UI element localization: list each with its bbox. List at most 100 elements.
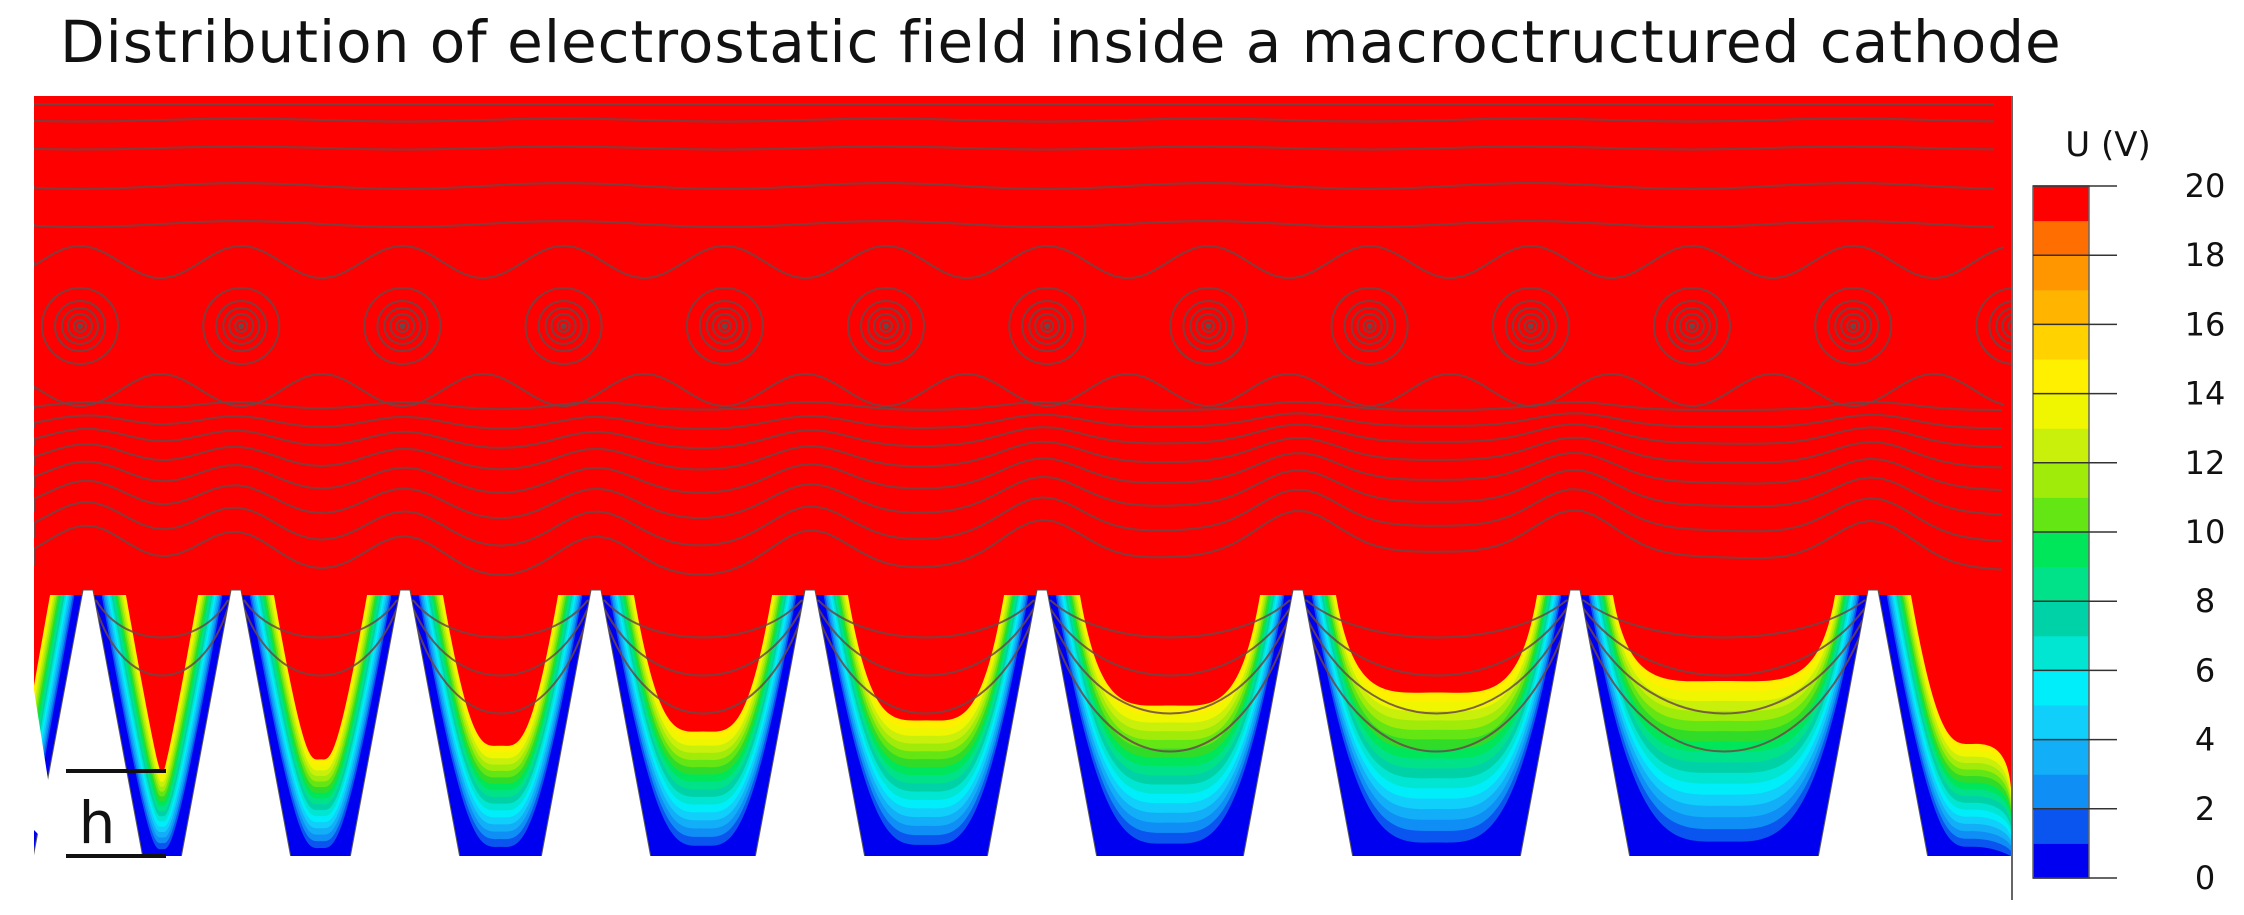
colorbar-swatch (2033, 774, 2089, 810)
field-center-contour (1975, 287, 2012, 365)
potential-band (1047, 595, 1293, 856)
cathode-tip (1242, 589, 1354, 856)
field-center-contour (1653, 287, 1731, 365)
field-center (77, 323, 83, 329)
contour-line (1582, 607, 1866, 677)
colorbar-swatch (2033, 497, 2089, 533)
cathode-tip (986, 589, 1098, 856)
field-center (1366, 323, 1373, 329)
cathode-tip (34, 589, 144, 856)
colorbar-swatch (2033, 808, 2089, 844)
field-center-contour (1028, 307, 1067, 345)
field-center-contour (556, 319, 571, 333)
potential-band (93, 595, 231, 856)
contour-line (817, 599, 1035, 639)
colorbar-swatch (2033, 635, 2089, 671)
contour-line (603, 615, 803, 715)
field-center-contour (1995, 307, 2012, 345)
potential-band (601, 595, 805, 856)
colorbar-swatch (2033, 393, 2089, 429)
potential-band (34, 595, 83, 856)
field-center (883, 323, 889, 329)
contour-line (95, 607, 229, 677)
colorbar-tick-label: 16 (2185, 305, 2226, 343)
colorbar-label: U (V) (2065, 125, 2150, 165)
colorbar-tick-label: 12 (2185, 444, 2226, 482)
field-center (1527, 323, 1534, 329)
field-center-contour (2007, 319, 2012, 333)
field-center-contour (698, 300, 751, 352)
colorbar-tick-label: 6 (2195, 651, 2215, 689)
contour-line (34, 488, 2003, 547)
field-center-contour (1523, 319, 1538, 333)
scale-marker-label: h (79, 789, 116, 857)
field-center-contour (1362, 319, 1377, 333)
field-center-contour (2001, 313, 2012, 339)
colorbar-swatch (2033, 670, 2089, 706)
colorbar-swatch (2033, 255, 2089, 291)
field-center-contour (1491, 287, 1570, 365)
colorbar-tick-label: 8 (2195, 582, 2215, 620)
field-center-contour (1034, 313, 1061, 339)
colorbar-swatch (2033, 186, 2089, 222)
field-center (238, 323, 245, 329)
colorbar-tick-label: 4 (2195, 721, 2215, 759)
field-center (721, 323, 728, 329)
colorbar-swatch (2033, 462, 2089, 498)
field-center (1850, 323, 1857, 329)
field-center-contour (711, 313, 738, 339)
field-center-contour (1195, 313, 1222, 339)
cathode-tip (754, 589, 866, 856)
cathode-tip (349, 589, 461, 856)
field-center-contour (1330, 287, 1409, 365)
field-center-contour (847, 287, 925, 365)
field-center-contour (67, 313, 93, 339)
potential-band (34, 595, 83, 856)
field-center-contour (879, 319, 893, 333)
field-center-contour (1827, 300, 1880, 352)
contour-line (34, 145, 1995, 151)
colorbar-swatch (2033, 843, 2089, 879)
field-center-contour (1840, 313, 1867, 339)
contour-line (34, 372, 2005, 408)
potential-band (1580, 595, 1868, 856)
contour-line (34, 400, 2003, 412)
field-center-contour (234, 319, 249, 333)
potential-band (1878, 595, 2012, 856)
colorbar-tick-label: 2 (2195, 790, 2215, 828)
field-center-contour (685, 287, 764, 365)
colorbar-swatch (2033, 359, 2089, 395)
field-center-contour (1846, 319, 1861, 333)
contour-line (243, 607, 398, 677)
field-center-contour (376, 300, 429, 352)
contour-line (817, 607, 1035, 677)
contour-line (1305, 615, 1568, 715)
chart-title: Distribution of electrostatic field insi… (60, 8, 2062, 76)
field-center-contour (1679, 313, 1705, 339)
field-center (1689, 323, 1695, 329)
colorbar-tick-label: 14 (2185, 375, 2226, 413)
potential-band (1878, 595, 2012, 856)
contour-line (603, 607, 803, 677)
field-center (560, 323, 567, 329)
field-center-contour (54, 300, 106, 352)
contour-line (34, 244, 2005, 280)
contour-line (1582, 599, 1866, 639)
field-center-contour (1182, 300, 1235, 352)
field-center-contour (1834, 307, 1873, 345)
contour-line (603, 599, 803, 639)
colorbar-swatch (2033, 532, 2089, 568)
field-center-contour (395, 319, 410, 333)
field-center-contour (1988, 300, 2012, 352)
field-center-contour (61, 307, 99, 345)
field-center-contour (1008, 287, 1087, 365)
field-center (1205, 323, 1212, 329)
field-center-contour (1814, 287, 1893, 365)
contour-line (1049, 615, 1291, 715)
field-center-contour (1673, 307, 1711, 345)
cathode-tip (540, 589, 652, 856)
cathode-tip (180, 589, 292, 856)
contour-line (1049, 607, 1291, 677)
cathode-tip (1817, 589, 1929, 856)
